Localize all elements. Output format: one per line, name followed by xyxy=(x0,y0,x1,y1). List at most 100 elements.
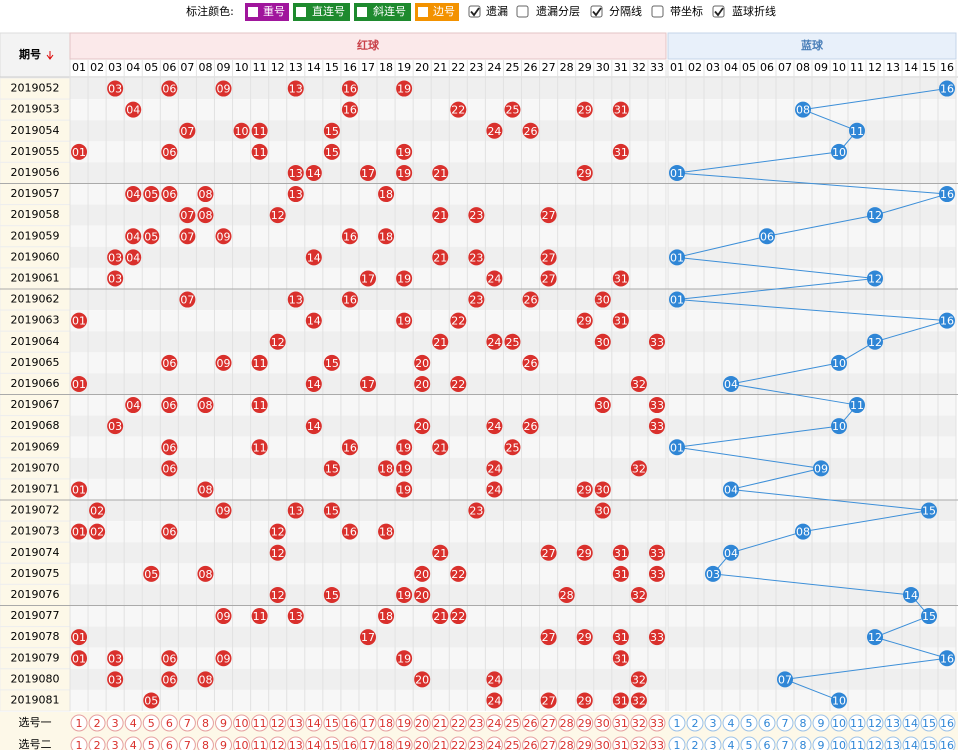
pick-blue-number: 7 xyxy=(782,717,789,730)
pick-blue-number: 10 xyxy=(832,739,846,750)
pick-blue-ball[interactable] xyxy=(902,714,920,732)
pick-blue-ball[interactable] xyxy=(758,714,776,732)
pick-red-ball[interactable] xyxy=(233,714,251,732)
blue-col-number: 06 xyxy=(760,61,774,74)
blue-col-number: 12 xyxy=(868,61,882,74)
pick-red-ball[interactable] xyxy=(106,714,124,732)
red-ball-number: 19 xyxy=(397,315,411,328)
red-ball xyxy=(125,228,142,245)
red-ball-number: 24 xyxy=(487,272,501,285)
pick-red-number: 23 xyxy=(469,739,483,750)
pick-blue-ball[interactable] xyxy=(776,714,794,732)
tag-check[interactable] xyxy=(357,7,367,17)
blue-ball xyxy=(831,354,847,371)
pick-red-ball[interactable] xyxy=(178,714,196,732)
red-row-bg xyxy=(70,563,666,585)
pick-red-ball[interactable] xyxy=(215,714,233,732)
pick-red-number: 21 xyxy=(433,717,447,730)
pick-red-ball[interactable] xyxy=(124,714,142,732)
pick-red-number: 30 xyxy=(596,739,610,750)
pick-red-ball[interactable] xyxy=(196,714,214,732)
red-ball-number: 31 xyxy=(614,272,628,285)
pick-blue-ball[interactable] xyxy=(740,714,758,732)
option-checkbox[interactable] xyxy=(516,5,529,18)
pick-red-number: 25 xyxy=(505,739,519,750)
blue-ball xyxy=(867,207,883,224)
red-ball-number: 01 xyxy=(72,483,86,496)
red-ball-number: 22 xyxy=(451,568,465,581)
pick-blue-ball[interactable] xyxy=(884,714,902,732)
tag-check[interactable] xyxy=(296,7,306,17)
pick-red-ball[interactable] xyxy=(576,714,594,732)
pick-red-ball[interactable] xyxy=(395,714,413,732)
blue-ball-number: 16 xyxy=(940,83,954,96)
pick-blue-ball[interactable] xyxy=(830,714,848,732)
red-ball-number: 18 xyxy=(379,188,393,201)
tag-text: 斜连号 xyxy=(373,5,406,18)
pick-blue-number: 10 xyxy=(832,717,846,730)
pick-blue-ball[interactable] xyxy=(794,714,812,732)
pick-red-ball[interactable] xyxy=(413,714,431,732)
red-ball xyxy=(360,164,376,181)
pick-red-ball[interactable] xyxy=(70,714,88,732)
red-ball xyxy=(251,439,268,456)
red-ball xyxy=(360,375,376,392)
blue-ball-number: 01 xyxy=(670,167,684,180)
pick-red-ball[interactable] xyxy=(630,714,648,732)
pick-red-ball[interactable] xyxy=(431,714,449,732)
tag-check[interactable] xyxy=(248,7,258,17)
pick-red-ball[interactable] xyxy=(359,714,377,732)
pick-red-ball[interactable] xyxy=(160,714,178,732)
red-ball xyxy=(360,629,376,646)
pick-red-ball[interactable] xyxy=(323,714,341,732)
pick-blue-ball[interactable] xyxy=(938,714,956,732)
tag-check[interactable] xyxy=(418,7,428,17)
blue-ball xyxy=(723,481,739,498)
pick-blue-ball[interactable] xyxy=(704,714,722,732)
pick-blue-ball[interactable] xyxy=(920,714,938,732)
pick-red-ball[interactable] xyxy=(540,714,558,732)
red-row-bg xyxy=(70,415,666,437)
pick-red-ball[interactable] xyxy=(251,714,269,732)
pick-red-number: 32 xyxy=(632,739,646,750)
pick-blue-ball[interactable] xyxy=(668,714,686,732)
pick-red-ball[interactable] xyxy=(522,714,540,732)
pick-red-ball[interactable] xyxy=(88,714,106,732)
red-ball-number: 25 xyxy=(505,336,519,349)
red-ball xyxy=(197,186,214,203)
red-ball-number: 26 xyxy=(524,420,538,433)
option-checkbox[interactable] xyxy=(468,5,481,18)
red-ball xyxy=(612,629,629,646)
option-checkbox[interactable] xyxy=(590,5,603,18)
red-ball-number: 04 xyxy=(126,230,140,243)
red-ball-number: 19 xyxy=(397,652,411,665)
pick-red-ball[interactable] xyxy=(287,714,305,732)
red-header: 红球 xyxy=(357,38,380,52)
pick-red-ball[interactable] xyxy=(305,714,323,732)
pick-red-ball[interactable] xyxy=(341,714,359,732)
pick-red-ball[interactable] xyxy=(648,714,666,732)
pick-blue-ball[interactable] xyxy=(686,714,704,732)
option-checkbox[interactable] xyxy=(712,5,725,18)
pick-blue-ball[interactable] xyxy=(722,714,740,732)
pick-red-ball[interactable] xyxy=(594,714,612,732)
pick-blue-ball[interactable] xyxy=(848,714,866,732)
pick-red-ball[interactable] xyxy=(467,714,485,732)
red-ball xyxy=(414,375,431,392)
red-col-number: 27 xyxy=(542,61,556,74)
pick-red-ball[interactable] xyxy=(142,714,160,732)
pick-blue-ball[interactable] xyxy=(866,714,884,732)
red-row-bg xyxy=(70,204,666,226)
pick-red-ball[interactable] xyxy=(503,714,521,732)
pick-red-ball[interactable] xyxy=(269,714,287,732)
pick-red-ball[interactable] xyxy=(558,714,576,732)
option-checkbox[interactable] xyxy=(651,5,664,18)
red-ball-number: 29 xyxy=(578,631,592,644)
blue-col-number: 05 xyxy=(742,61,756,74)
red-row-bg xyxy=(70,689,666,711)
pick-red-ball[interactable] xyxy=(449,714,467,732)
pick-red-ball[interactable] xyxy=(612,714,630,732)
pick-red-ball[interactable] xyxy=(377,714,395,732)
pick-red-ball[interactable] xyxy=(485,714,503,732)
pick-blue-ball[interactable] xyxy=(812,714,830,732)
